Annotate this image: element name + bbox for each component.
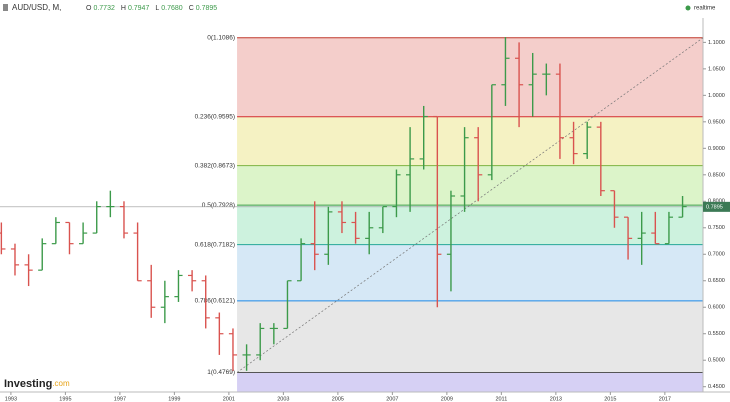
logo-brand: Investing xyxy=(4,378,52,390)
quote-value: 0.7895 xyxy=(196,5,218,12)
x-tick-label: 2005 xyxy=(332,396,344,402)
last-price-tag xyxy=(703,201,730,212)
y-tick-label: 0.5000 xyxy=(708,358,725,364)
x-tick-label: 1997 xyxy=(114,396,126,402)
x-tick-label: 2003 xyxy=(277,396,289,402)
y-tick-label: 0.8500 xyxy=(708,172,725,178)
fib-label: 0.236(0.9595) xyxy=(195,114,235,121)
y-tick-label: 0.6500 xyxy=(708,278,725,284)
x-tick-label: 1999 xyxy=(168,396,180,402)
fib-band xyxy=(237,300,703,373)
quote-value: 0.7947 xyxy=(128,5,150,12)
x-tick-label: 1993 xyxy=(5,396,17,402)
logo: Investing.com xyxy=(4,378,70,390)
status-dot xyxy=(685,5,691,11)
y-tick-label: 0.7000 xyxy=(708,252,725,258)
fib-label: 0.786(0.6121) xyxy=(195,298,235,305)
y-tick-label: 0.8000 xyxy=(708,199,725,205)
x-tick-label: 2007 xyxy=(386,396,398,402)
y-tick-label: 0.5500 xyxy=(708,331,725,337)
plot-layer: 0(1.1086) 0.236(0.9595) 0.382(0.8673) 0.5(0… xyxy=(0,18,730,402)
y-tick-label: 0.7500 xyxy=(708,225,725,231)
fib-label: 0(1.1086) xyxy=(207,35,235,42)
quote-key: L xyxy=(155,5,159,12)
x-tick-label: 2011 xyxy=(495,396,507,402)
y-tick-label: 1.0500 xyxy=(708,66,725,72)
y-tick-label: 0.6000 xyxy=(708,305,725,311)
x-tick-label: 2001 xyxy=(223,396,235,402)
fib-band xyxy=(237,116,703,166)
fib-band xyxy=(237,372,703,392)
last-price-label: 0.7895 xyxy=(706,204,723,210)
x-tick-label: 2017 xyxy=(659,396,671,402)
fib-label: 1(0.4769) xyxy=(207,369,235,376)
x-tick-label: 1995 xyxy=(59,396,71,402)
fib-band xyxy=(237,37,703,117)
fib-band xyxy=(237,205,703,245)
quote-key: C xyxy=(189,5,194,12)
quote-value: 0.7680 xyxy=(161,5,183,12)
quote-key: H xyxy=(121,5,126,12)
y-tick-label: 0.4500 xyxy=(708,384,725,390)
fib-band xyxy=(237,165,703,206)
symbol: AUD/USD, M, xyxy=(12,3,61,12)
quote: O 0.7732 H 0.7947 L 0.7680 C 0.7895 xyxy=(86,5,217,12)
x-tick-label: 2015 xyxy=(604,396,616,402)
fib-band xyxy=(237,244,703,301)
x-tick-label: 2009 xyxy=(441,396,453,402)
fib-label: 0.5(0.7928) xyxy=(202,202,235,209)
status: realtime xyxy=(694,6,716,12)
quote-key: O xyxy=(86,5,92,12)
quote-value: 0.7732 xyxy=(93,5,115,12)
y-tick-label: 1.1000 xyxy=(708,40,725,46)
y-tick-label: 0.9000 xyxy=(708,146,725,152)
y-tick-label: 1.0000 xyxy=(708,93,725,99)
logo-suffix: .com xyxy=(52,379,70,388)
x-tick-label: 2013 xyxy=(550,396,562,402)
fib-label: 0.618(0.7182) xyxy=(195,241,235,248)
fib-label: 0.382(0.8673) xyxy=(195,162,235,169)
y-tick-label: 0.9500 xyxy=(708,119,725,125)
symbol-icon xyxy=(3,4,8,11)
